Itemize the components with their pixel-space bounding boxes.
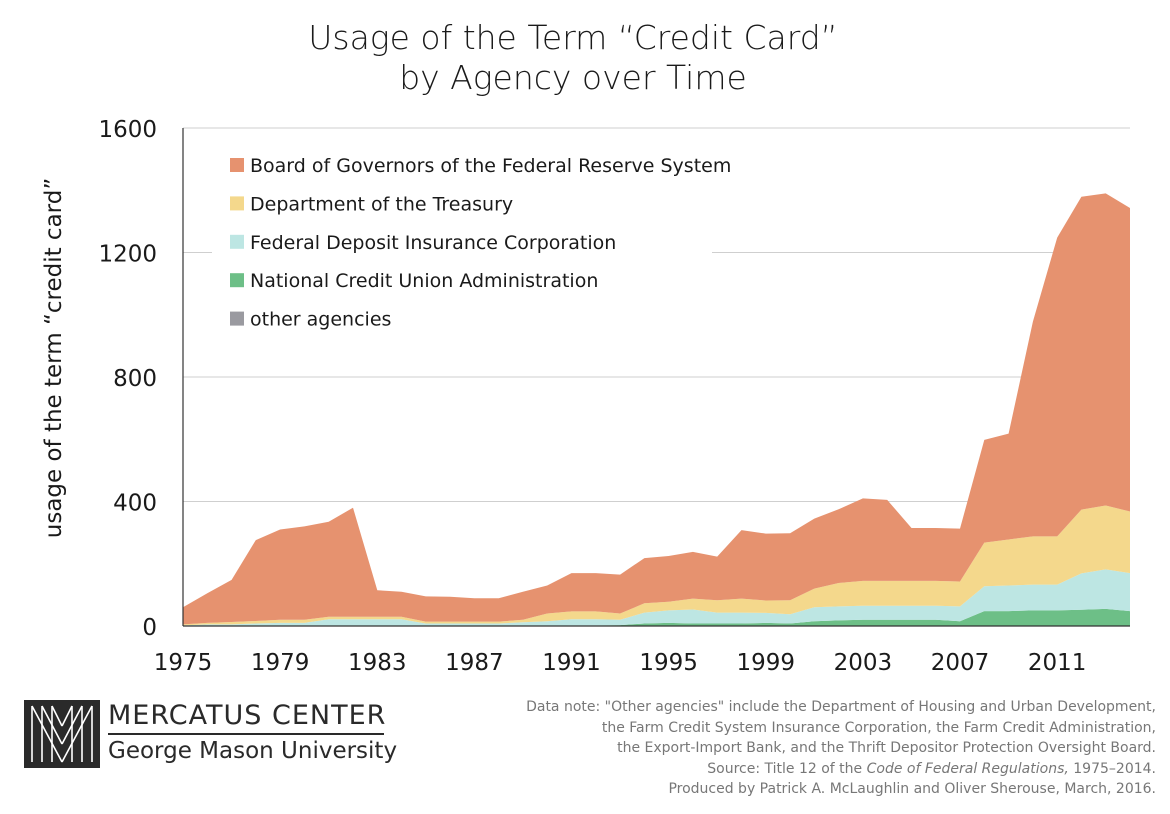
mercatus-logo-icon — [24, 700, 100, 768]
y-tick-label: 400 — [113, 491, 157, 517]
area-series-3 — [183, 505, 1130, 626]
x-tick-label: 1991 — [542, 650, 601, 676]
area-series-4 — [183, 193, 1130, 625]
x-tick-label: 1999 — [736, 650, 795, 676]
note-line-3: the Export-Import Bank, and the Thrift D… — [617, 740, 1156, 756]
y-tick-label: 0 — [142, 615, 157, 641]
note-source-prefix: Source: Title 12 of the — [707, 760, 867, 777]
note-source-suffix: 1975–2014. — [1068, 760, 1156, 777]
y-tick-label: 1200 — [98, 242, 157, 268]
chart-title: Usage of the Term “Credit Card” by Agenc… — [0, 18, 1146, 98]
logo-divider — [108, 733, 384, 735]
x-tick-label: 1979 — [251, 650, 310, 676]
legend: Board of Governors of the Federal Reserv… — [212, 140, 731, 340]
x-tick-label: 1983 — [348, 650, 407, 676]
legend-label: other agencies — [250, 309, 391, 331]
logo-subname: George Mason University — [108, 738, 398, 764]
x-tick-label: 2007 — [931, 650, 990, 676]
legend-label: Federal Deposit Insurance Corporation — [250, 232, 616, 254]
note-line-2: the Farm Credit System Insurance Corpora… — [601, 719, 1156, 736]
axes: 0 400 800 1200 1600 1975 1979 1983 1987 1991 1995 1… — [98, 117, 1130, 676]
area-series-1 — [183, 608, 1130, 626]
x-tick-label: 2011 — [1028, 650, 1087, 676]
legend-swatch — [230, 311, 244, 326]
x-tick-label: 2003 — [834, 650, 893, 676]
legend-label: Board of Governors of the Federal Reserv… — [250, 155, 731, 177]
logo-name: MERCATUS CENTER — [108, 700, 387, 731]
x-tick-label: 1995 — [639, 650, 698, 676]
note-source-italic: Code of Federal Regulations, — [866, 760, 1069, 777]
legend-swatch — [230, 273, 244, 288]
note-line-5: Produced by Patrick A. McLaughlin and Ol… — [668, 781, 1156, 797]
stacked-area-chart: 0 400 800 1200 1600 1975 1979 1983 1987 1991 1995 1… — [98, 117, 1130, 676]
note-line-1: Data note: "Other agencies" include the … — [526, 699, 1156, 715]
x-tick-label: 1975 — [154, 650, 213, 676]
y-tick-label: 800 — [113, 366, 157, 392]
legend-label: Department of the Treasury — [250, 193, 513, 215]
legend-swatch — [230, 234, 244, 249]
legend-label: National Credit Union Administration — [250, 270, 598, 292]
legend-swatch — [230, 196, 244, 211]
data-note: Data note: "Other agencies" include the … — [526, 697, 1156, 800]
note-source: Source: Title 12 of the Code of Federal … — [526, 759, 1156, 780]
area-series-2 — [183, 569, 1130, 626]
area-series — [183, 193, 1130, 626]
x-tick-label: 1987 — [445, 650, 504, 676]
legend-swatch — [230, 158, 244, 172]
chart-title-line-2: by Agency over Time — [399, 58, 747, 97]
y-tick-label: 1600 — [98, 117, 157, 143]
chart-title-line-1: Usage of the Term “Credit Card” — [308, 18, 838, 57]
legend-background — [212, 140, 712, 340]
